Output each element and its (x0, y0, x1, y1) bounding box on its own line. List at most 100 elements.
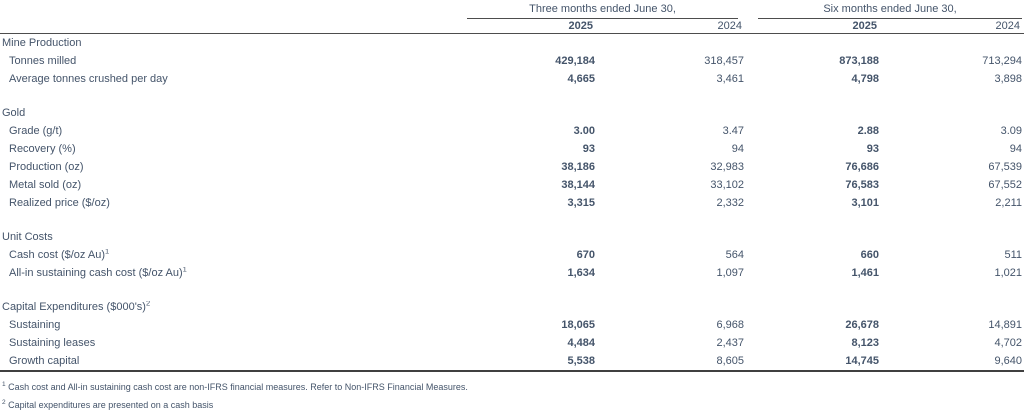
footnote-marker: 1 (182, 267, 187, 274)
cell-value: 2,332 (716, 197, 744, 209)
column-group-header-row: Three months ended June 30, Six months e… (0, 0, 1024, 19)
cell-value: 14,891 (988, 319, 1022, 331)
table-row: Sustaining 18,065 6,968 26,678 14,891 (0, 316, 1024, 334)
footnote-text: Capital expenditures are presented on a … (8, 400, 214, 410)
section-header: Gold (2, 107, 26, 119)
footnote-marker: 1 (2, 381, 6, 388)
row-label-text: All-in sustaining cash cost ($/oz Au) (9, 267, 183, 279)
cell-value: 76,686 (845, 161, 879, 173)
group-header-six-months: Six months ended June 30, (758, 0, 1022, 19)
cell-value: 1,097 (716, 267, 744, 279)
cell-value: 26,678 (845, 319, 879, 331)
row-label: Recovery (%) (9, 143, 76, 155)
row-label: Sustaining (9, 319, 61, 331)
table-row: Recovery (%) 93 94 93 94 (0, 140, 1024, 158)
cell-value: 9,640 (994, 355, 1022, 367)
section-header: Unit Costs (2, 231, 53, 243)
cell-value: 94 (1009, 143, 1022, 155)
table-row: Sustaining leases 4,484 2,437 8,123 4,70… (0, 334, 1024, 352)
footnote-2: 2 Capital expenditures are presented on … (0, 398, 1024, 411)
cell-value: 3,461 (716, 73, 744, 85)
cell-value: 713,294 (982, 55, 1022, 67)
section-header: Capital Expenditures ($000's)2 (0, 301, 467, 313)
row-label: Cash cost ($/oz Au)1 (0, 249, 467, 261)
row-label: Tonnes milled (9, 55, 77, 67)
cell-value: 14,745 (845, 355, 879, 367)
cell-value: 5,538 (567, 355, 595, 367)
section-spacer (0, 282, 1024, 298)
cell-value: 564 (725, 249, 744, 261)
cell-value: 2,211 (995, 197, 1022, 209)
cell-value: 67,552 (988, 179, 1022, 191)
row-label: Production (oz) (9, 161, 84, 173)
table-row: Tonnes milled 429,184 318,457 873,188 71… (0, 52, 1024, 70)
table-row: Cash cost ($/oz Au)1 670 564 660 511 (0, 246, 1024, 264)
section-header-row: Gold (0, 104, 1024, 122)
table-row: Average tonnes crushed per day 4,665 3,4… (0, 70, 1024, 88)
cell-value: 4,665 (567, 73, 595, 85)
cell-value: 3,898 (994, 73, 1022, 85)
cell-value: 76,583 (845, 179, 879, 191)
section-header-row: Mine Production (0, 34, 1024, 52)
cell-value: 4,702 (994, 337, 1022, 349)
cell-value: 511 (1004, 249, 1022, 261)
cell-value: 1,021 (994, 267, 1022, 279)
table-row: Realized price ($/oz) 3,315 2,332 3,101 … (0, 194, 1024, 212)
cell-value: 8,605 (716, 355, 744, 367)
section-spacer (0, 88, 1024, 104)
cell-value: 6,968 (716, 319, 744, 331)
cell-value: 33,102 (710, 179, 744, 191)
cell-value: 18,065 (561, 319, 595, 331)
cell-value: 1,461 (851, 267, 879, 279)
cell-value: 93 (582, 143, 595, 155)
footnotes: 1 Cash cost and All-in sustaining cash c… (0, 370, 1024, 411)
cell-value: 93 (866, 143, 879, 155)
section-header-text: Capital Expenditures ($000's) (2, 301, 146, 313)
footnote-text: Cash cost and All-in sustaining cash cos… (8, 382, 468, 392)
row-label: Grade (g/t) (9, 125, 63, 137)
cell-value: 3,315 (567, 197, 595, 209)
cell-value: 4,798 (851, 73, 879, 85)
section-spacer (0, 212, 1024, 228)
row-label: Growth capital (9, 355, 80, 367)
group-header-three-months: Three months ended June 30, (467, 0, 738, 19)
table-row: Growth capital 5,538 8,605 14,745 9,640 (0, 352, 1024, 370)
cell-value: 429,184 (555, 55, 595, 67)
cell-value: 670 (576, 249, 595, 261)
year-header-2024-h: 2024 (995, 20, 1020, 32)
cell-value: 3.09 (1000, 125, 1022, 137)
cell-value: 3,101 (851, 197, 879, 209)
cell-value: 2.88 (857, 125, 879, 137)
cell-value: 2,437 (716, 337, 744, 349)
table-row: All-in sustaining cash cost ($/oz Au)1 1… (0, 264, 1024, 282)
year-header-row: 2025 2024 2025 2024 (0, 19, 1024, 34)
cell-value: 318,457 (704, 55, 744, 67)
cell-value: 4,484 (567, 337, 595, 349)
cell-value: 660 (860, 249, 879, 261)
footnote-marker: 1 (105, 249, 110, 256)
row-label: Sustaining leases (9, 337, 96, 349)
cell-value: 8,123 (851, 337, 879, 349)
cell-value: 1,634 (567, 267, 595, 279)
group-header-spacer (0, 0, 467, 19)
year-header-2025-q: 2025 (568, 20, 593, 32)
cell-value: 38,186 (561, 161, 595, 173)
cell-value: 32,983 (710, 161, 744, 173)
cell-value: 67,539 (988, 161, 1022, 173)
row-label-text: Cash cost ($/oz Au) (9, 249, 105, 261)
cell-value: 38,144 (561, 179, 595, 191)
row-label: All-in sustaining cash cost ($/oz Au)1 (0, 267, 467, 279)
table-row: Metal sold (oz) 38,144 33,102 76,583 67,… (0, 176, 1024, 194)
cell-value: 94 (731, 143, 744, 155)
row-label: Metal sold (oz) (9, 179, 82, 191)
footnote-1: 1 Cash cost and All-in sustaining cash c… (0, 380, 1024, 394)
row-label: Realized price ($/oz) (9, 197, 110, 209)
section-header-row: Capital Expenditures ($000's)2 (0, 298, 1024, 316)
cell-value: 3.47 (722, 125, 744, 137)
section-header-row: Unit Costs (0, 228, 1024, 246)
section-header: Mine Production (2, 37, 82, 49)
year-header-2024-q: 2024 (717, 20, 742, 32)
row-label: Average tonnes crushed per day (9, 73, 168, 85)
year-header-2025-h: 2025 (852, 20, 877, 32)
